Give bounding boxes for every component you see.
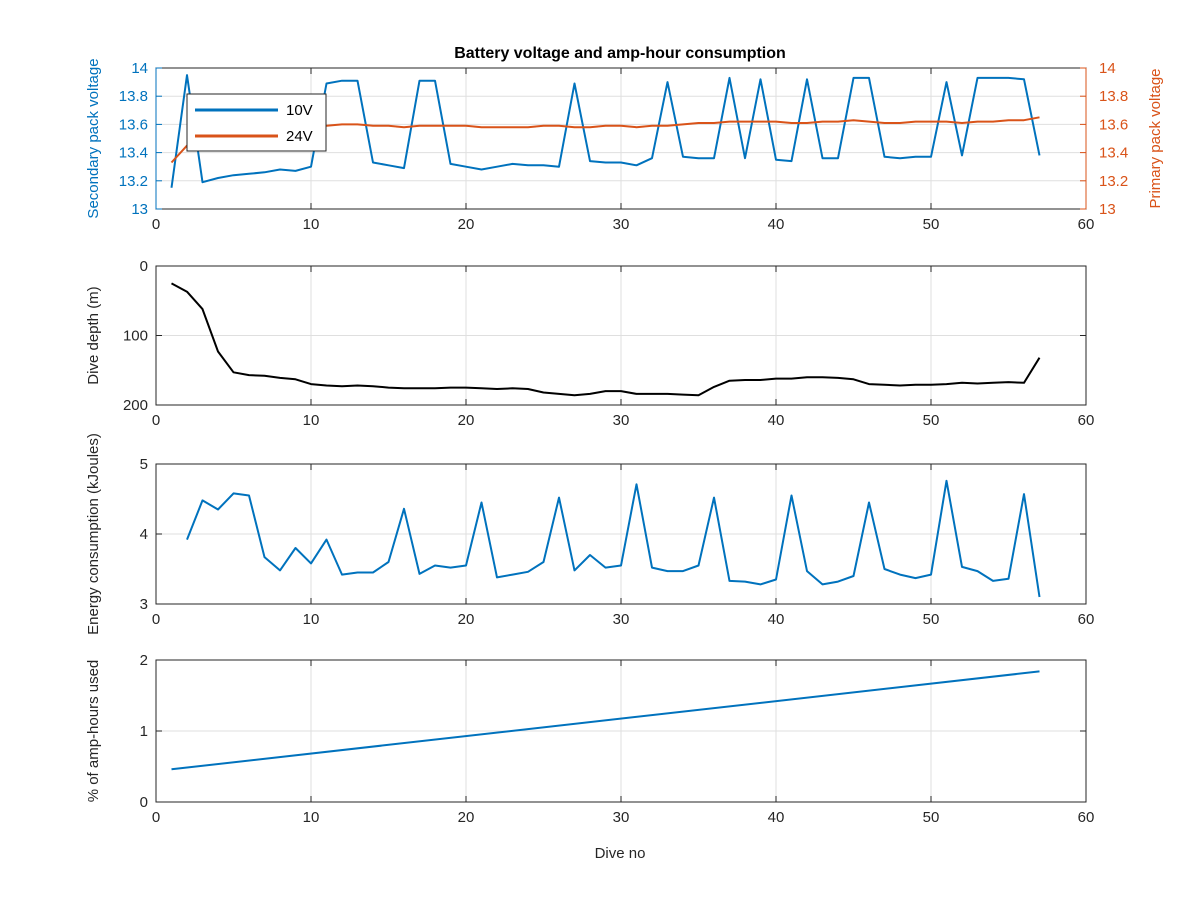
x-tick-label: 30 — [613, 216, 630, 233]
y-tick-label: 13.6 — [119, 116, 148, 133]
subplots: 0 10 20 30 40 50 601313.213.413.613.814Seconda… — [85, 58, 1164, 826]
y-right-tick-label: 13.6 — [1099, 116, 1128, 133]
x-tick-label: 40 — [768, 809, 785, 826]
x-tick-label: 0 — [152, 809, 160, 826]
y-tick-label: 13 — [131, 201, 148, 218]
x-tick-label: 10 — [303, 809, 320, 826]
y-tick-label: 13.2 — [119, 173, 148, 190]
x-tick-label: 50 — [923, 611, 940, 628]
y-tick-label: 13.4 — [119, 145, 148, 162]
x-tick-label: 60 — [1078, 611, 1095, 628]
x-tick-label: 10 — [303, 412, 320, 429]
y-tick-label: 2 — [140, 652, 148, 669]
x-tick-label: 50 — [923, 809, 940, 826]
y-right-tick-label: 13.4 — [1099, 145, 1128, 162]
y-right-tick-label: 13.2 — [1099, 173, 1128, 190]
x-tick-label: 30 — [613, 809, 630, 826]
x-tick-label: 50 — [923, 216, 940, 233]
y-tick-label: 200 — [123, 397, 148, 414]
y-tick-label: 13.8 — [119, 88, 148, 105]
y-tick-label: 1 — [140, 723, 148, 740]
y-tick-label: 100 — [123, 328, 148, 345]
x-tick-label: 0 — [152, 216, 160, 233]
y-right-axis-label: Primary pack voltage — [1147, 68, 1164, 208]
x-tick-label: 60 — [1078, 809, 1095, 826]
y-tick-label: 5 — [140, 456, 148, 473]
x-tick-label: 60 — [1078, 216, 1095, 233]
y-tick-label: 0 — [140, 794, 148, 811]
subplot-1: 0 10 20 30 40 50 601313.213.413.613.814Seconda… — [85, 58, 1164, 233]
y-axis-label: Secondary pack voltage — [85, 58, 102, 218]
x-tick-label: 10 — [303, 216, 320, 233]
y-axis-label: Dive depth (m) — [85, 286, 102, 384]
y-tick-label: 0 — [140, 258, 148, 275]
x-tick-label: 20 — [458, 809, 475, 826]
y-axis-label: Energy consumption (kJoules) — [85, 433, 102, 635]
x-tick-label: 40 — [768, 611, 785, 628]
legend: 10V 24V — [186, 93, 327, 152]
subplot-3: 0 10 20 30 40 50 60 3 4 5 Energy consumption (kJou… — [85, 433, 1094, 635]
x-tick-label: 0 — [152, 611, 160, 628]
y-right-tick-label: 14 — [1099, 60, 1116, 77]
x-tick-label: 10 — [303, 611, 320, 628]
x-tick-label: 0 — [152, 412, 160, 429]
legend-box — [186, 93, 327, 152]
legend-label: 10V — [286, 102, 313, 119]
subplot-2: 0 10 20 30 40 50 60 0 100 200 Dive depth (m) — [85, 258, 1094, 429]
y-right-tick-label: 13 — [1099, 201, 1116, 218]
y-tick-label: 3 — [140, 596, 148, 613]
x-tick-label: 20 — [458, 412, 475, 429]
y-tick-label: 4 — [140, 526, 148, 543]
subplot-4: 0 10 20 30 40 50 60 0 1 2 % of amp-hours used — [85, 652, 1094, 826]
x-tick-label: 30 — [613, 412, 630, 429]
chart-title: Battery voltage and amp-hour consumption — [454, 45, 786, 62]
series-line — [186, 479, 1041, 598]
x-axis-label: Dive no — [595, 845, 646, 862]
x-tick-label: 50 — [923, 412, 940, 429]
y-tick-label: 14 — [131, 60, 148, 77]
y-right-tick-label: 13.8 — [1099, 88, 1128, 105]
y-axis-label: % of amp-hours used — [85, 660, 102, 803]
x-tick-label: 40 — [768, 216, 785, 233]
x-tick-label: 20 — [458, 216, 475, 233]
series-line — [171, 282, 1041, 397]
x-tick-label: 40 — [768, 412, 785, 429]
x-tick-label: 30 — [613, 611, 630, 628]
x-tick-label: 60 — [1078, 412, 1095, 429]
legend-label: 24V — [286, 128, 313, 145]
series-line — [171, 670, 1040, 771]
x-tick-label: 20 — [458, 611, 475, 628]
